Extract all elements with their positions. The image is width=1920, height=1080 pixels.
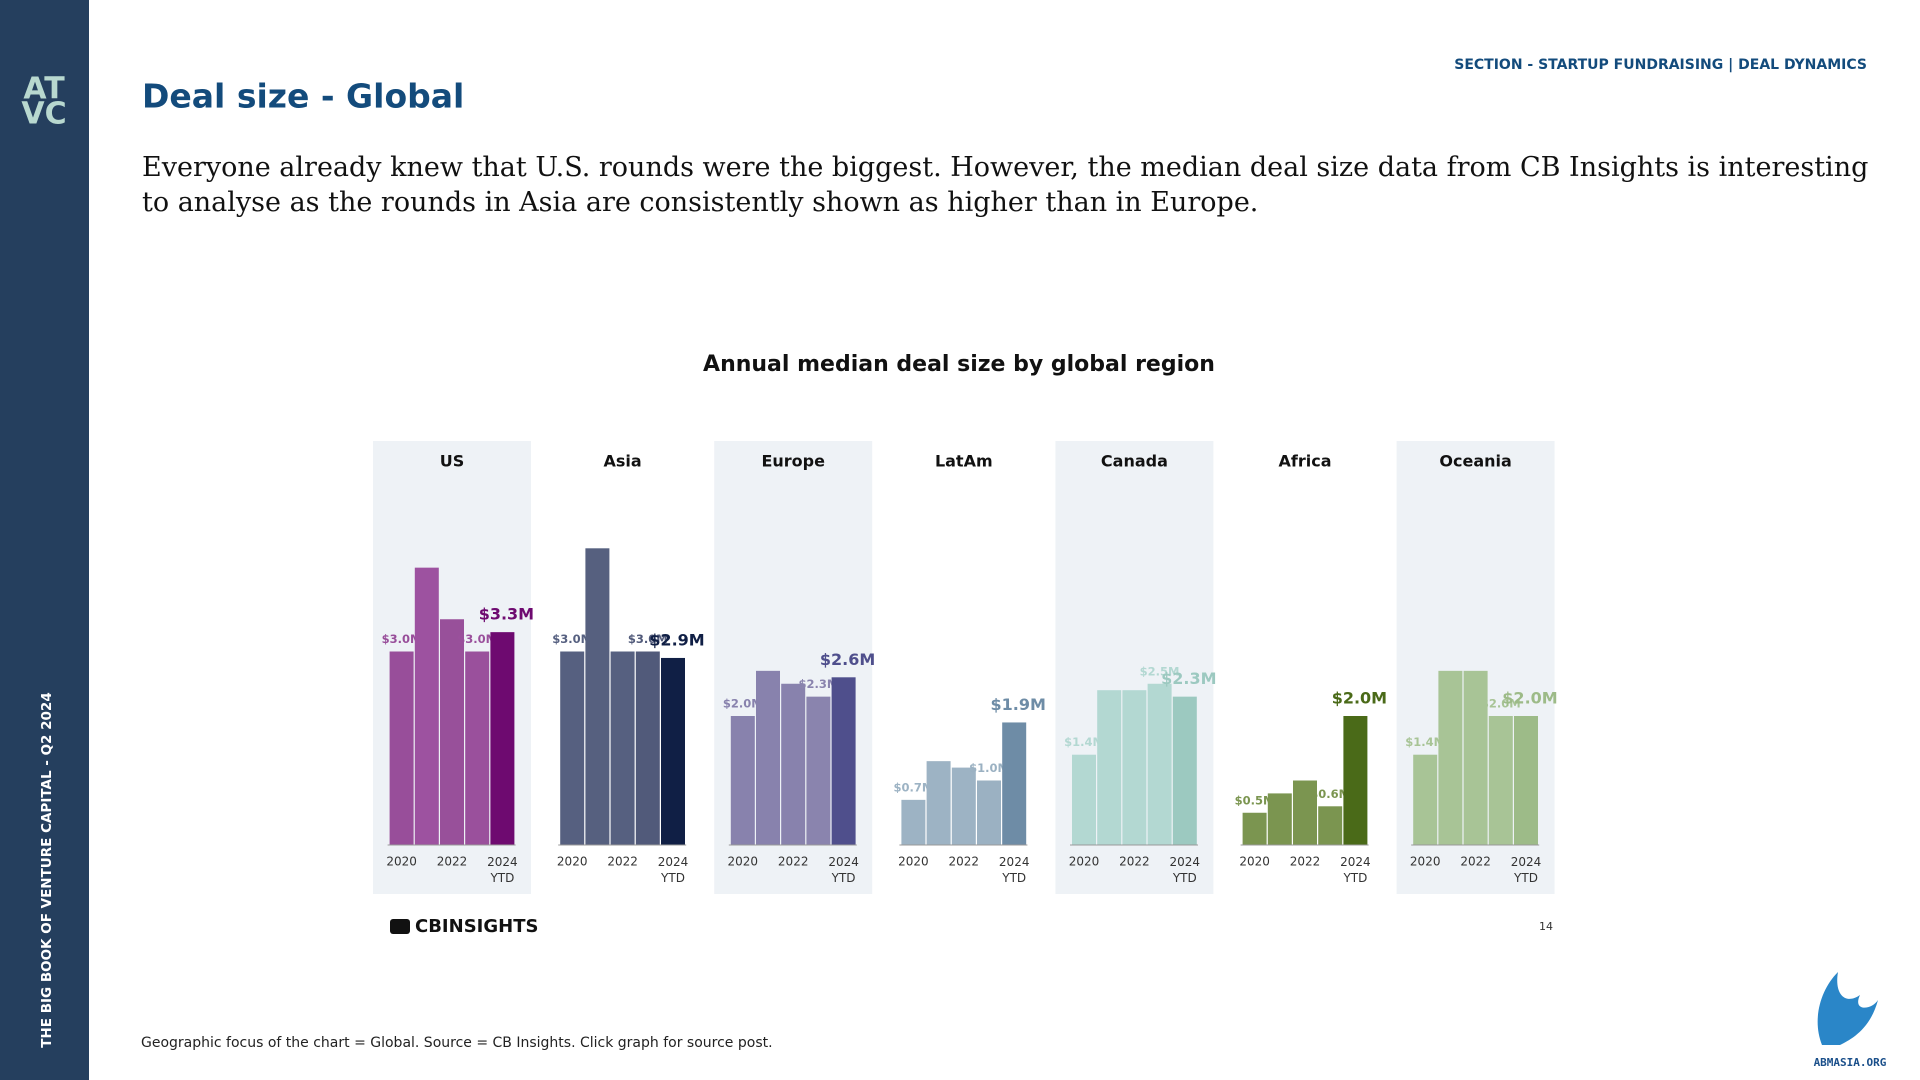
footnote: Geographic focus of the chart = Global. … <box>141 1035 773 1051</box>
logo-bottom: VC <box>21 97 66 132</box>
slide-title: Deal size - Global <box>142 77 464 116</box>
sidebar-text: THE BIG BOOK OF VENTURE CAPITAL - Q2 202… <box>39 692 55 1047</box>
body-text: Everyone already knew that U.S. rounds w… <box>142 152 1869 218</box>
brand-text: ABMASIA.ORG <box>1814 1056 1887 1069</box>
section-label: SECTION - STARTUP FUNDRAISING | DEAL DYN… <box>1454 57 1867 73</box>
brand-bird <box>1817 972 1878 1045</box>
logo-top: AT <box>23 72 65 107</box>
sidebar <box>0 0 89 1080</box>
brand-logo: ABMASIA.ORG <box>1814 972 1887 1069</box>
